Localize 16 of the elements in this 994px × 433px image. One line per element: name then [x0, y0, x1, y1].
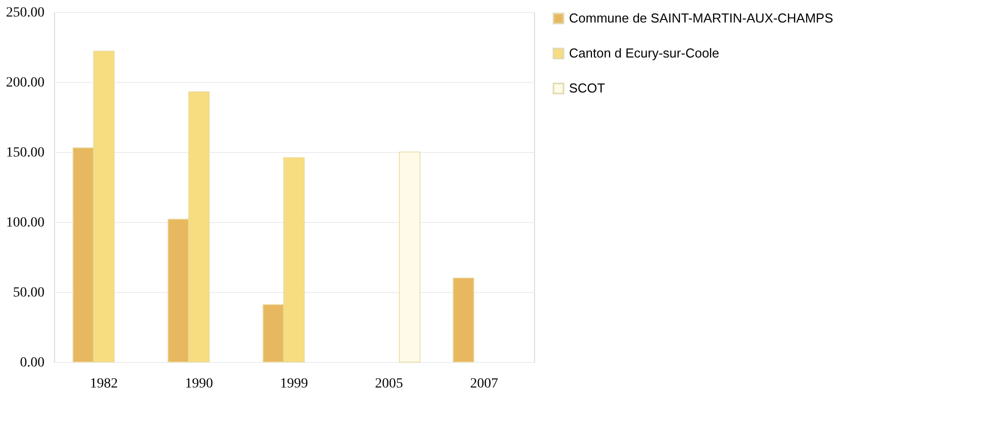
- y-tick-label: 50.00: [13, 286, 44, 300]
- legend-label: SCOT: [569, 80, 606, 96]
- y-tick-label: 200.00: [6, 76, 44, 90]
- x-tick-label: 2007: [470, 376, 498, 392]
- bar: [452, 278, 474, 362]
- y-tick-label: 250.00: [6, 6, 44, 20]
- x-tick-label: 1982: [90, 376, 118, 392]
- bar: [398, 152, 420, 362]
- x-tick-label: 1990: [184, 376, 213, 392]
- y-tick-label: 0.00: [20, 356, 44, 370]
- x-tick-label: 2005: [375, 376, 404, 392]
- y-tick-label: 100.00: [6, 216, 44, 230]
- y-tick-label: 150.00: [6, 146, 44, 160]
- x-tick-label: 1999: [280, 376, 308, 392]
- legend-label: Commune de SAINT-MARTIN-AUX-CHAMPS: [569, 10, 834, 26]
- legend-label: Canton d Ecury-sur-Coole: [569, 46, 720, 60]
